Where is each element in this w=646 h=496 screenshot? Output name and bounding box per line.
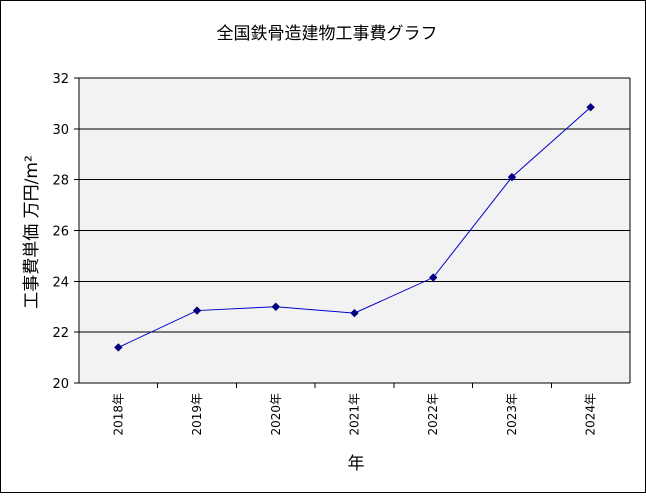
y-tick-label: 20	[52, 377, 69, 392]
data-point	[586, 103, 595, 112]
y-tick-label: 32	[52, 72, 69, 87]
y-axis-label: 工事費単価 万円/m²	[22, 155, 42, 309]
x-axis-label: 年	[348, 454, 365, 474]
chart-title: 全国鉄骨造建物工事費グラフ	[217, 24, 438, 44]
x-tick-label: 2021年	[348, 393, 362, 436]
x-tick-label: 2023年	[505, 393, 519, 436]
x-tick-label: 2024年	[584, 393, 598, 436]
x-tick-label: 2019年	[190, 393, 204, 436]
y-tick-label: 22	[52, 326, 69, 341]
x-tick-label: 2018年	[111, 393, 125, 436]
data-point	[271, 302, 280, 311]
plot-area: 20 22 24 26 28 30 32 2018年 2019年 2020年 2021年 2022年 2…	[52, 72, 631, 436]
data-point	[507, 172, 517, 182]
data-point	[192, 306, 202, 315]
y-tick-label: 24	[52, 275, 69, 290]
x-tick-label: 2020年	[269, 393, 283, 436]
y-tick-label: 26	[52, 225, 69, 240]
y-tick-label: 30	[52, 123, 69, 138]
x-tick-label: 2022年	[426, 393, 440, 436]
y-tick-label: 28	[52, 174, 69, 189]
data-point	[429, 273, 438, 282]
data-point	[114, 343, 123, 352]
data-point	[350, 308, 359, 318]
